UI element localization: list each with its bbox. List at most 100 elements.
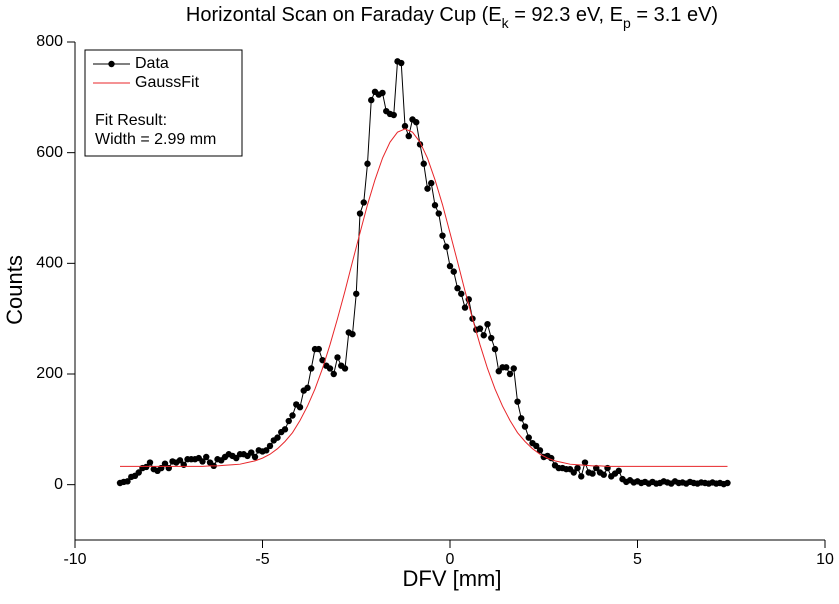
data-point [454, 285, 461, 292]
x-tick-label: 0 [446, 551, 455, 568]
data-point [266, 442, 274, 450]
data-point [289, 412, 296, 419]
data-point [431, 202, 439, 209]
plot-area [116, 58, 731, 488]
title-part: = 3.1 eV) [631, 4, 718, 26]
x-tick-label: -10 [63, 551, 86, 568]
data-point [308, 365, 315, 372]
data-point [143, 463, 150, 471]
data-point [424, 185, 431, 192]
data-point [146, 459, 154, 466]
data-point [450, 268, 457, 275]
data-point [285, 417, 292, 425]
data-point [413, 119, 420, 126]
data-point [274, 434, 281, 441]
data-point [446, 262, 454, 270]
data-point [615, 467, 622, 475]
data-point [356, 210, 364, 217]
data-point [488, 334, 495, 342]
data-point [281, 426, 289, 433]
x-axis-label: DFV [mm] [403, 566, 502, 591]
series-line [120, 128, 728, 467]
x-tick-label: -5 [255, 551, 269, 568]
data-point [510, 365, 517, 372]
data-point [165, 464, 172, 472]
legend-box [84, 49, 243, 157]
legend-label: GaussFit [135, 74, 200, 91]
x-tick-label: 10 [816, 551, 834, 568]
data-point [581, 459, 589, 466]
data-point [518, 415, 525, 422]
y-tick-label: 0 [54, 476, 63, 493]
data-point [161, 460, 169, 467]
legend-marker [108, 60, 115, 68]
chart-title: Horizontal Scan on Faraday Cup (Ek = 92.… [186, 4, 718, 30]
data-point [443, 243, 450, 250]
data-point [390, 111, 397, 119]
data-point [480, 332, 487, 339]
y-tick-label: 400 [36, 255, 63, 272]
data-point [251, 453, 259, 461]
data-point [199, 458, 206, 465]
data-point [536, 447, 544, 454]
data-point [405, 132, 412, 140]
data-point [315, 345, 322, 353]
data-point [330, 370, 337, 378]
data-point [368, 96, 375, 104]
y-tick-label: 800 [36, 33, 63, 50]
data-point [364, 160, 371, 167]
data-point [574, 464, 581, 472]
y-tick-label: 600 [36, 144, 63, 161]
data-point [428, 179, 435, 187]
title-part: p [623, 15, 631, 31]
data-point [503, 364, 510, 371]
title-part: Horizontal Scan on Faraday Cup (E [186, 4, 502, 26]
annotation: Width = 2.99 mm [95, 131, 216, 148]
data-point [491, 345, 499, 353]
data-point [589, 470, 596, 477]
title-part: k [502, 15, 510, 31]
data-point [484, 321, 491, 328]
data-point [578, 473, 585, 480]
data-point [724, 479, 731, 487]
data-point [570, 469, 577, 476]
legend: Data GaussFit Fit Result: Width = 2.99 mm [93, 55, 216, 148]
x-tick-label: 5 [633, 551, 642, 568]
data-point [600, 471, 607, 478]
data-point [349, 330, 356, 338]
data-point [525, 434, 532, 441]
data-point [514, 398, 521, 405]
data-point [379, 89, 386, 97]
data-point [521, 423, 529, 430]
data-point [420, 160, 427, 167]
data-point [180, 461, 187, 468]
data-point [533, 442, 540, 450]
data-point [476, 325, 484, 332]
y-tick-label: 200 [36, 365, 63, 382]
legend-label: Data [135, 55, 169, 72]
data-point [326, 365, 334, 372]
y-axis-label: Counts [2, 255, 27, 325]
data-point [360, 199, 367, 206]
data-point [353, 290, 360, 297]
title-part: = 92.3 eV, E [509, 4, 623, 26]
data-point [263, 447, 270, 454]
data-point [334, 354, 341, 361]
data-point [124, 478, 131, 485]
data-point [296, 404, 304, 411]
data-point [135, 469, 142, 476]
data-point [506, 370, 514, 378]
annotation: Fit Result: [95, 112, 167, 129]
data-point [435, 210, 442, 217]
data-point [304, 384, 311, 392]
data-point [458, 290, 465, 297]
data-point [248, 449, 255, 456]
data-point [203, 453, 210, 461]
data-point [176, 457, 184, 464]
data-point [401, 122, 409, 130]
data-point [341, 365, 349, 372]
data-point [398, 59, 405, 67]
data-point [593, 464, 600, 472]
